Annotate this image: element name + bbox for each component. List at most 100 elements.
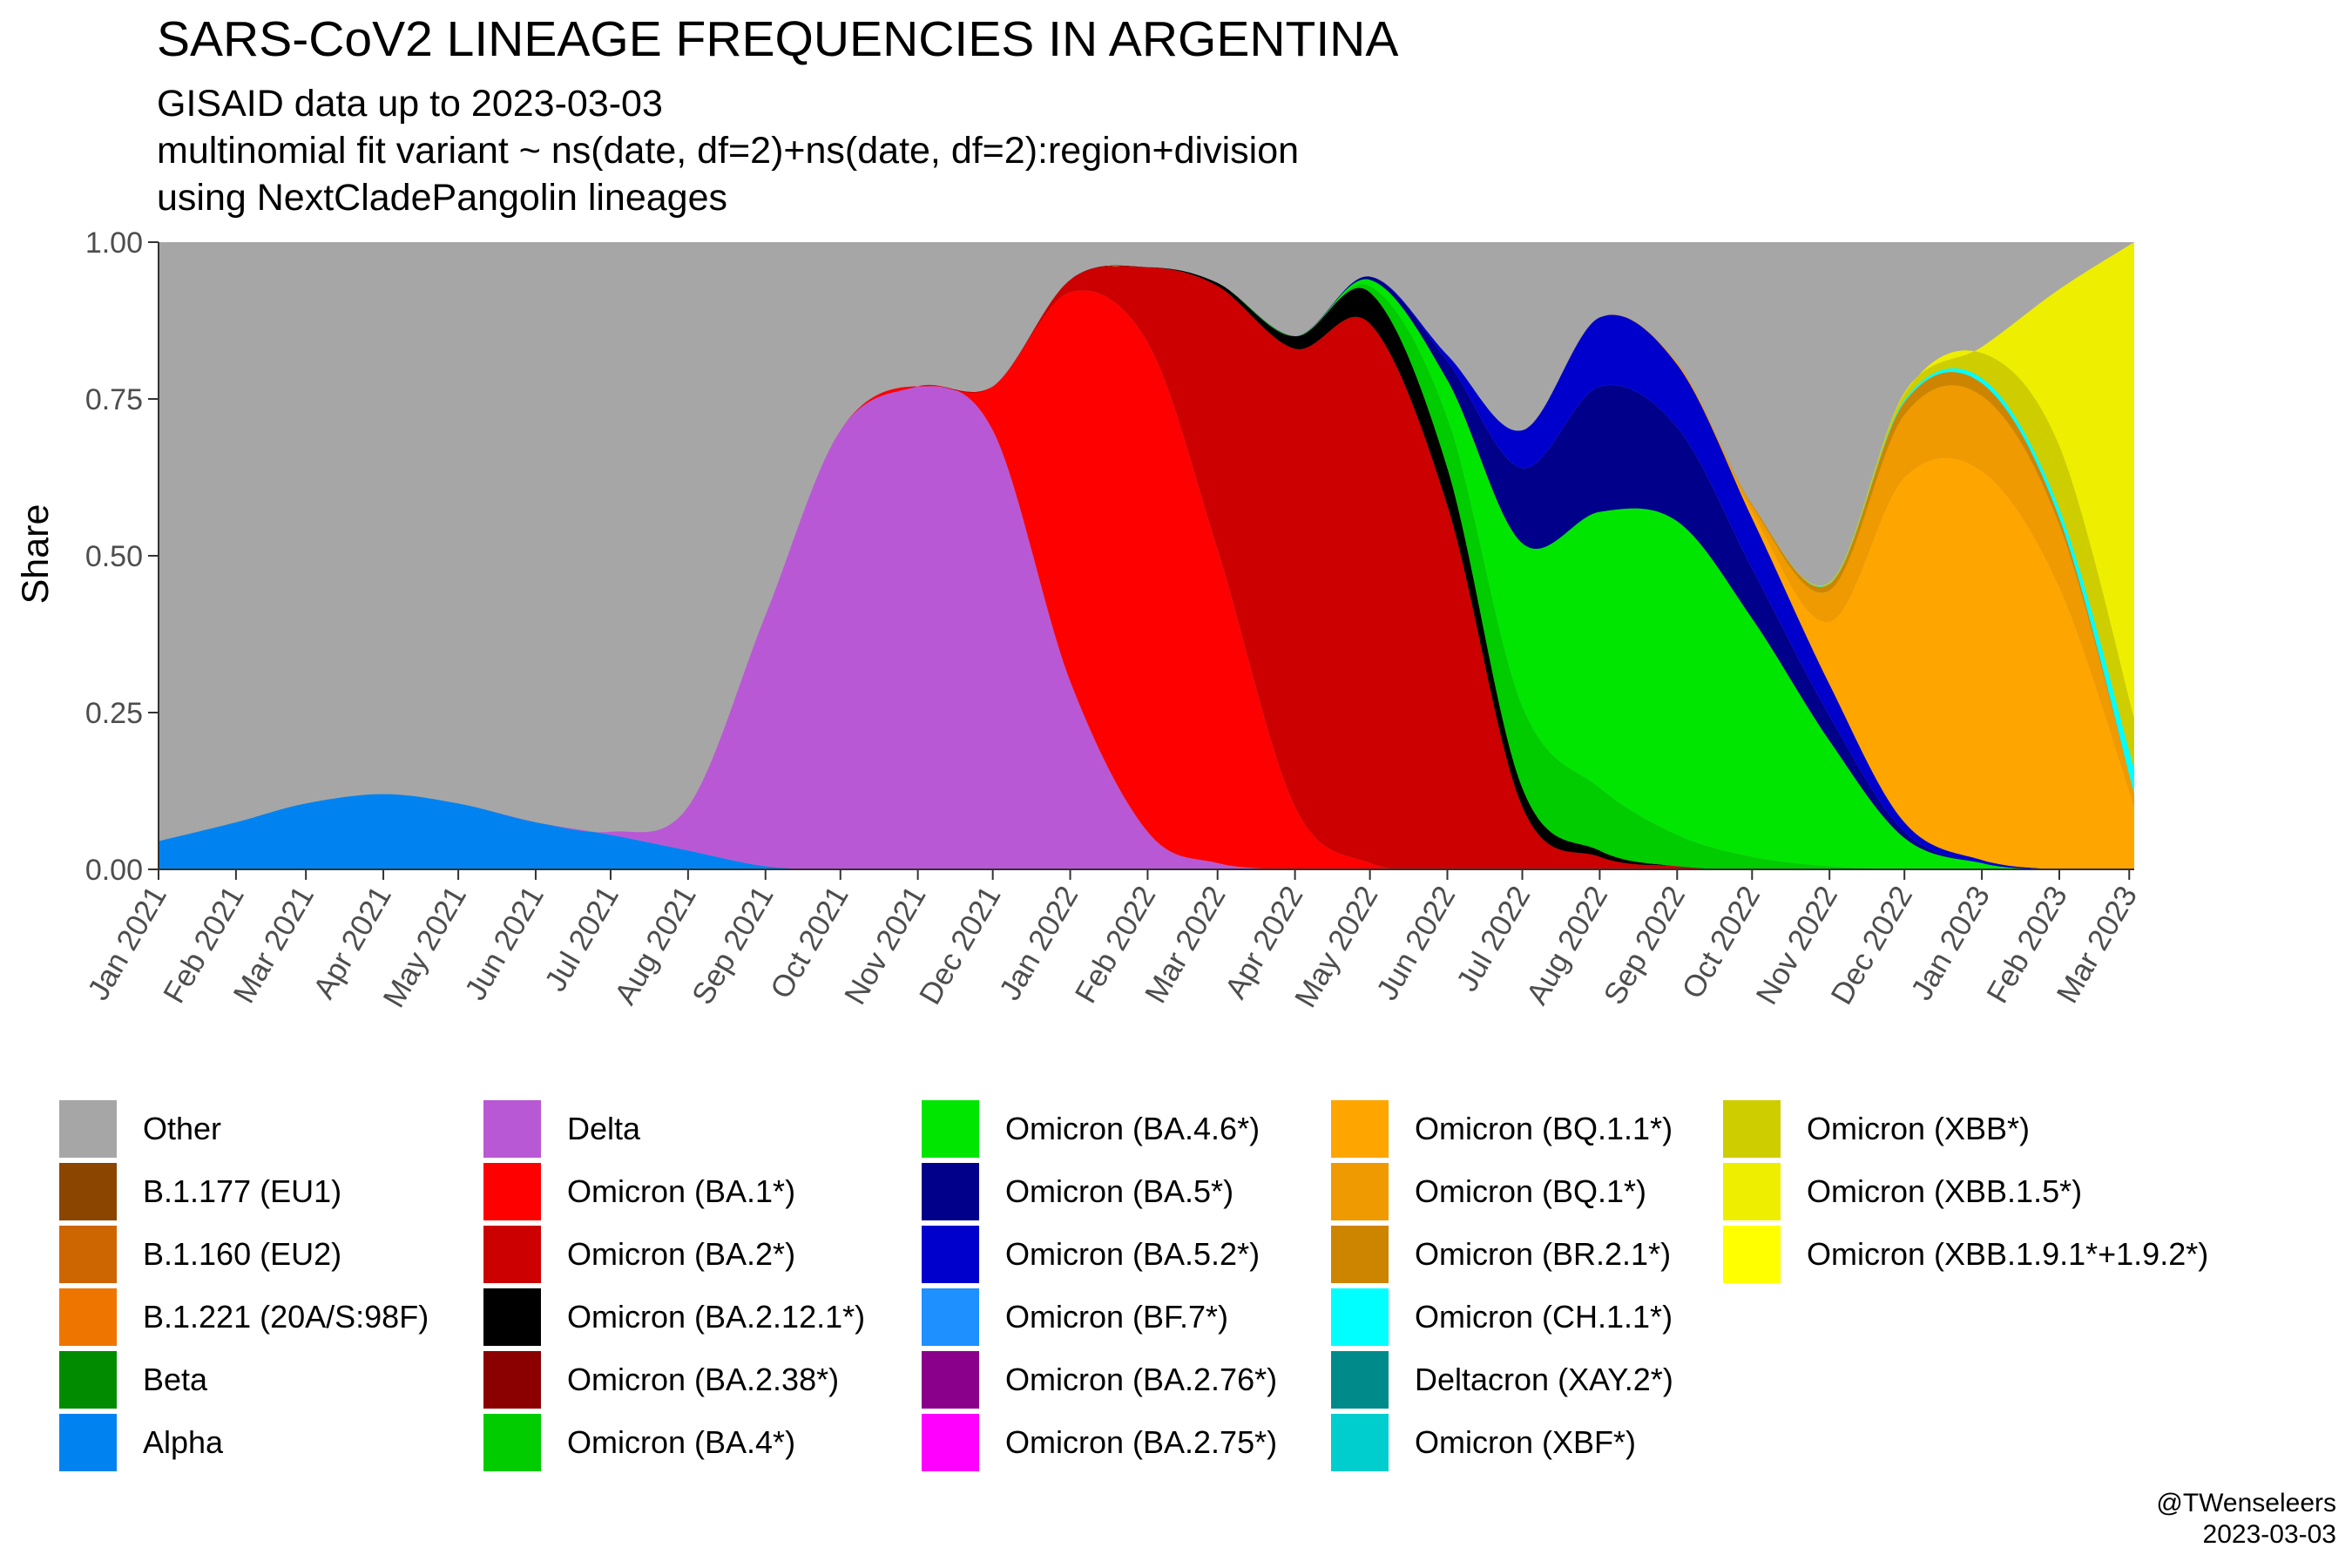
legend-label: Omicron (BA.2*) (567, 1236, 796, 1272)
legend-label: Deltacron (XAY.2*) (1415, 1362, 1673, 1397)
legend-swatch (922, 1351, 979, 1409)
area-omicron-ba-5 (159, 266, 2134, 870)
legend-swatch (59, 1288, 117, 1346)
y-axis: 0.00 0.25 0.50 0.75 1.00 (85, 226, 159, 887)
legend-swatch (1723, 1100, 1781, 1158)
legend-label: Omicron (CH.1.1*) (1415, 1299, 1673, 1335)
legend-item-omicron-ba-2: Omicron (BA.2*) (483, 1223, 795, 1286)
legend-label: Omicron (XBB*) (1807, 1111, 2031, 1146)
legend-swatch (922, 1163, 979, 1220)
legend-swatch (1331, 1226, 1389, 1283)
legend-item-omicron-bf-7: Omicron (BF.7*) (922, 1286, 1228, 1348)
y-tick-label: 1.00 (85, 226, 143, 260)
legend-item-omicron-xbb-1-9-1-1-9-2: Omicron (XBB.1.9.1*+1.9.2*) (1723, 1223, 2208, 1286)
legend-item-b-1-160-eu2: B.1.160 (EU2) (59, 1223, 341, 1286)
legend-label: Omicron (BA.4.6*) (1005, 1111, 1260, 1146)
legend-swatch (1723, 1226, 1781, 1283)
legend-swatch (483, 1100, 541, 1158)
legend-item-omicron-ba-2-76: Omicron (BA.2.76*) (922, 1348, 1277, 1411)
legend-label: Other (143, 1111, 222, 1146)
legend-label: Beta (143, 1362, 208, 1397)
legend-label: Omicron (BA.2.12.1*) (567, 1299, 866, 1335)
legend-swatch (1331, 1100, 1389, 1158)
legend-item-omicron-xbf: Omicron (XBF*) (1331, 1411, 1636, 1474)
legend-swatch (1331, 1163, 1389, 1220)
legend-item-omicron-ch-1-1: Omicron (CH.1.1*) (1331, 1286, 1673, 1348)
y-tick-label: 0.25 (85, 697, 143, 730)
x-tick-label: Jul 2022 (1450, 881, 1538, 997)
y-axis-title: Share (15, 504, 57, 605)
legend-swatch (922, 1288, 979, 1346)
legend-swatch (922, 1100, 979, 1158)
legend-item-omicron-bq-1: Omicron (BQ.1*) (1331, 1160, 1646, 1223)
legend-label: Omicron (BA.4*) (567, 1424, 796, 1460)
legend-label: Omicron (BA.2.75*) (1005, 1424, 1278, 1460)
legend-item-omicron-ba-2-12-1: Omicron (BA.2.12.1*) (483, 1286, 865, 1348)
legend-item-b-1-221-20a-s-98f: B.1.221 (20A/S:98F) (59, 1286, 429, 1348)
legend-item-omicron-ba-4-6: Omicron (BA.4.6*) (922, 1098, 1260, 1160)
legend-swatch (1723, 1163, 1781, 1220)
legend-item-omicron-ba-4: Omicron (BA.4*) (483, 1411, 795, 1474)
chart-title: SARS-CoV2 LINEAGE FREQUENCIES IN ARGENTI… (157, 11, 1399, 67)
area-alpha (159, 794, 2134, 870)
legend-swatch (483, 1163, 541, 1220)
area-omicron-ba-1 (159, 290, 2134, 870)
legend-item-omicron-bq-1-1: Omicron (BQ.1.1*) (1331, 1098, 1673, 1160)
legend-label: B.1.160 (EU2) (143, 1236, 342, 1272)
legend-item-beta: Beta (59, 1348, 207, 1411)
legend-swatch (483, 1226, 541, 1283)
legend-swatch (483, 1414, 541, 1471)
legend-label: Omicron (BA.5*) (1005, 1173, 1234, 1209)
legend-item-omicron-ba-5-2: Omicron (BA.5.2*) (922, 1223, 1260, 1286)
chart-subtitle-line-3: using NextCladePangolin lineages (157, 177, 727, 219)
legend-swatch (1331, 1288, 1389, 1346)
legend-item-alpha: Alpha (59, 1411, 223, 1474)
legend-swatch (1331, 1414, 1389, 1471)
legend-swatch (59, 1100, 117, 1158)
legend-item-other: Other (59, 1098, 221, 1160)
legend-label: Delta (567, 1111, 641, 1146)
legend-label: Alpha (143, 1424, 224, 1460)
legend-label: B.1.221 (20A/S:98F) (143, 1299, 429, 1335)
legend-swatch (922, 1226, 979, 1283)
legend-label: Omicron (XBB.1.5*) (1807, 1173, 2083, 1209)
y-tick-label: 0.00 (85, 854, 143, 887)
legend-label: Omicron (BQ.1*) (1415, 1173, 1647, 1209)
legend-item-b-1-177-eu1: B.1.177 (EU1) (59, 1160, 341, 1223)
area-omicron-bq-1-1 (159, 266, 2134, 870)
legend-label: B.1.177 (EU1) (143, 1173, 342, 1209)
legend-item-delta: Delta (483, 1098, 640, 1160)
legend-item-omicron-xbb: Omicron (XBB*) (1723, 1098, 2030, 1160)
legend-label: Omicron (BR.2.1*) (1415, 1236, 1672, 1272)
legend-item-omicron-ba-5: Omicron (BA.5*) (922, 1160, 1233, 1223)
area-layers (159, 242, 2134, 870)
chart-subtitle-line-2: multinomial fit variant ~ ns(date, df=2)… (157, 130, 1300, 172)
y-tick-label: 0.50 (85, 540, 143, 573)
y-tick-label: 0.75 (85, 383, 143, 416)
legend-label: Omicron (BF.7*) (1005, 1299, 1229, 1335)
legend-swatch (1331, 1351, 1389, 1409)
legend-swatch (483, 1288, 541, 1346)
legend-label: Omicron (BA.2.76*) (1005, 1362, 1278, 1397)
legend-label: Omicron (BA.5.2*) (1005, 1236, 1260, 1272)
legend-swatch (483, 1351, 541, 1409)
legend-swatch (922, 1414, 979, 1471)
legend-swatch (59, 1351, 117, 1409)
legend-label: Omicron (BQ.1.1*) (1415, 1111, 1673, 1146)
legend-swatch (59, 1226, 117, 1283)
x-tick-label: Jul 2021 (538, 881, 625, 997)
legend-item-deltacron-xay-2: Deltacron (XAY.2*) (1331, 1348, 1673, 1411)
legend-swatch (59, 1414, 117, 1471)
x-tick-label: Jun 2021 (458, 881, 551, 1006)
legend-label: Omicron (BA.2.38*) (567, 1362, 840, 1397)
legend-item-omicron-xbb-1-5: Omicron (XBB.1.5*) (1723, 1160, 2082, 1223)
credit-handle: @TWenseleers (2156, 1489, 2336, 1517)
legend-label: Omicron (XBB.1.9.1*+1.9.2*) (1807, 1236, 2209, 1272)
credit-date: 2023-03-03 (2202, 1520, 2336, 1549)
legend-item-omicron-ba-2-75: Omicron (BA.2.75*) (922, 1411, 1277, 1474)
legend-item-omicron-ba-1: Omicron (BA.1*) (483, 1160, 795, 1223)
legend-label: Omicron (BA.1*) (567, 1173, 796, 1209)
x-tick-label: Jun 2022 (1370, 881, 1463, 1006)
